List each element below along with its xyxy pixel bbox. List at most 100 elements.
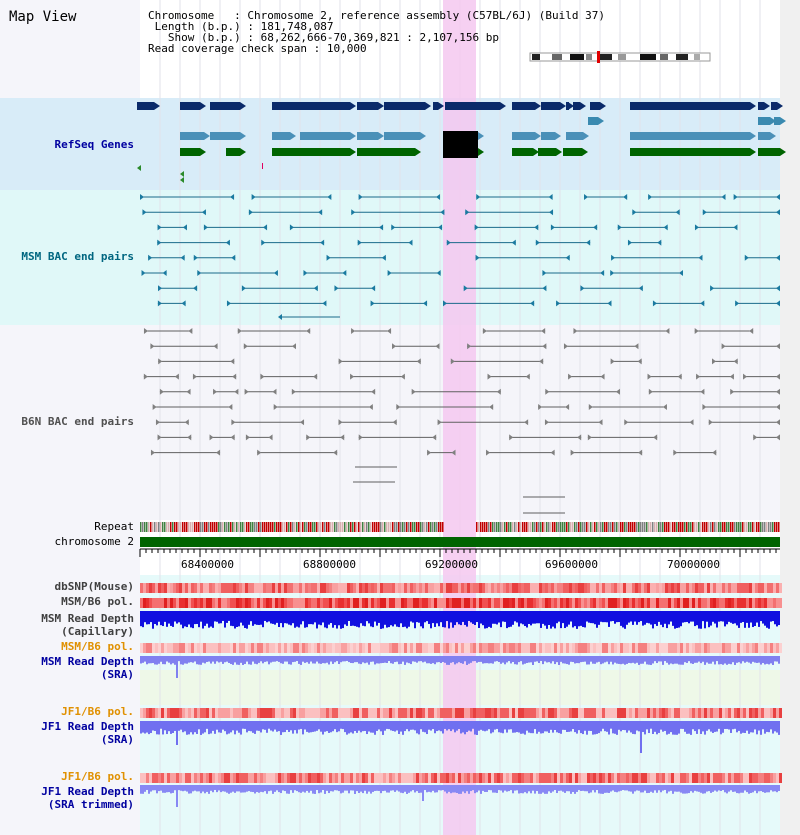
- msm-pol2-heat-cell: [350, 643, 353, 653]
- jf1-sra-depth-bar: [368, 721, 370, 732]
- msm-pol2-heat-cell: [479, 643, 482, 653]
- track-label-jf1-depth-sra[interactable]: JF1 Read Depth: [41, 720, 134, 733]
- msm-pol2-heat-cell: [194, 643, 197, 653]
- jf1-pol-heat-cell: [659, 708, 662, 718]
- dbsnp-heat-cell: [158, 583, 161, 593]
- b6n-bac-end-marker: [541, 328, 546, 334]
- msm-capillary-depth-bar: [512, 611, 514, 625]
- track-label-jf1-b6-pol[interactable]: JF1/B6 pol.: [61, 705, 134, 718]
- track-label-msm-b6-pol-2[interactable]: MSM/B6 pol.: [61, 640, 134, 653]
- jf1-pol2-heat-cell: [236, 773, 239, 783]
- jf1-pol2-heat-cell: [548, 773, 551, 783]
- msm-bac-end-marker: [379, 224, 384, 231]
- msm-sra-depth-bar: [316, 656, 318, 662]
- repeat-element: [484, 522, 486, 532]
- msm-pol2-heat-cell: [680, 643, 683, 653]
- jf1-pol-heat-cell: [416, 708, 419, 718]
- msm-pol-heat-cell: [308, 598, 311, 608]
- jf1-trimmed-depth-bar: [462, 785, 464, 792]
- track-label-jf1-b6-pol-2[interactable]: JF1/B6 pol.: [61, 770, 134, 783]
- msm-capillary-depth-bar: [404, 611, 406, 627]
- msm-sra-depth-bar: [586, 656, 588, 665]
- track-label-dbsnp[interactable]: dbSNP(Mouse): [54, 580, 134, 593]
- msm-pol2-heat-cell: [524, 643, 527, 653]
- jf1-sra-depth-bar: [568, 721, 570, 732]
- track-label-msm-depth-sra[interactable]: MSM Read Depth: [41, 655, 134, 668]
- msm-sra-depth-bar: [746, 656, 748, 662]
- msm-pol2-heat-cell: [668, 643, 671, 653]
- msm-sra-depth-bar: [556, 656, 558, 663]
- jf1-pol2-heat-cell: [596, 773, 599, 783]
- msm-capillary-depth-bar: [576, 611, 578, 629]
- msm-capillary-depth-bar: [580, 611, 582, 626]
- repeat-element: [200, 522, 202, 532]
- track-label-msm-bac[interactable]: MSM BAC end pairs: [21, 250, 134, 263]
- gene-strand-arrow: [200, 102, 206, 110]
- jf1-sra-depth-bar: [452, 721, 454, 730]
- jf1-pol-heat-cell: [380, 708, 383, 718]
- jf1-sra-depth-bar: [408, 721, 410, 732]
- msm-sra-depth-bar: [584, 656, 586, 662]
- track-label-msm-depth-capillary[interactable]: MSM Read Depth: [41, 612, 134, 625]
- msm-capillary-depth-bar: [176, 611, 178, 624]
- jf1-trimmed-depth-bar: [478, 785, 480, 791]
- jf1-pol2-heat-cell: [365, 773, 368, 783]
- jf1-pol-heat-cell: [230, 708, 233, 718]
- jf1-pol-heat-cell: [524, 708, 527, 718]
- msm-capillary-depth-bar: [736, 611, 738, 626]
- msm-pol-heat-cell: [320, 598, 323, 608]
- dbsnp-heat-cell: [623, 583, 626, 593]
- dbsnp-heat-cell: [254, 583, 257, 593]
- jf1-trimmed-depth-bar: [598, 785, 600, 794]
- jf1-sra-depth-bar: [268, 721, 270, 729]
- track-label-refseq[interactable]: RefSeq Genes: [54, 138, 134, 151]
- msm-bac-end-marker: [475, 254, 480, 261]
- jf1-sra-depth-bar: [536, 721, 538, 734]
- gene-strand-arrow: [350, 102, 356, 110]
- jf1-pol2-heat-cell: [443, 773, 446, 783]
- dbsnp-heat-cell: [707, 583, 710, 593]
- msm-bac-end-marker: [261, 239, 266, 246]
- jf1-trimmed-depth-bar: [556, 785, 558, 794]
- msm-pol2-heat-cell: [509, 643, 512, 653]
- repeat-element: [530, 522, 532, 532]
- msm-pol-heat-cell: [422, 598, 425, 608]
- msm-sra-depth-bar: [294, 656, 296, 662]
- gene-exon-block: [541, 132, 555, 140]
- jf1-sra-depth-bar: [304, 721, 306, 730]
- msm-pol-heat-cell: [344, 598, 347, 608]
- msm-capillary-depth-bar: [142, 611, 144, 628]
- track-label-b6n-bac[interactable]: B6N BAC end pairs: [21, 415, 134, 428]
- repeat-element: [346, 522, 348, 532]
- repeat-element: [232, 522, 234, 532]
- msm-pol-heat-cell: [632, 598, 635, 608]
- dbsnp-heat-cell: [455, 583, 458, 593]
- b6n-bac-end-marker: [157, 434, 162, 441]
- jf1-trimmed-depth-bar: [264, 785, 266, 792]
- jf1-pol-heat-cell: [401, 708, 404, 718]
- msm-capillary-depth-bar: [522, 611, 524, 625]
- track-label-jf1-depth-trimmed[interactable]: JF1 Read Depth: [41, 785, 134, 798]
- jf1-sra-depth-bar: [566, 721, 568, 732]
- dbsnp-heat-cell: [635, 583, 638, 593]
- jf1-sra-depth-bar: [688, 721, 690, 734]
- dbsnp-heat-cell: [425, 583, 428, 593]
- b6n-bac-end-marker: [550, 449, 555, 456]
- msm-pol2-heat-cell: [437, 643, 440, 653]
- jf1-sra-depth-bar: [388, 721, 390, 730]
- dbsnp-heat-cell: [722, 583, 725, 593]
- jf1-trimmed-depth-bar: [716, 785, 718, 792]
- msm-sra-depth-bar: [312, 656, 314, 664]
- repeat-element: [270, 522, 272, 532]
- repeat-element: [222, 522, 224, 532]
- repeat-element: [690, 522, 692, 532]
- track-label-repeat: Repeat: [94, 520, 134, 533]
- repeat-element: [760, 522, 762, 532]
- track-label-msm-b6-pol[interactable]: MSM/B6 pol.: [61, 595, 134, 608]
- jf1-pol2-heat-cell: [629, 773, 632, 783]
- msm-pol-heat-cell: [518, 598, 521, 608]
- jf1-pol-heat-cell: [272, 708, 275, 718]
- repeat-element: [744, 522, 746, 532]
- msm-bac-end-marker: [320, 239, 325, 246]
